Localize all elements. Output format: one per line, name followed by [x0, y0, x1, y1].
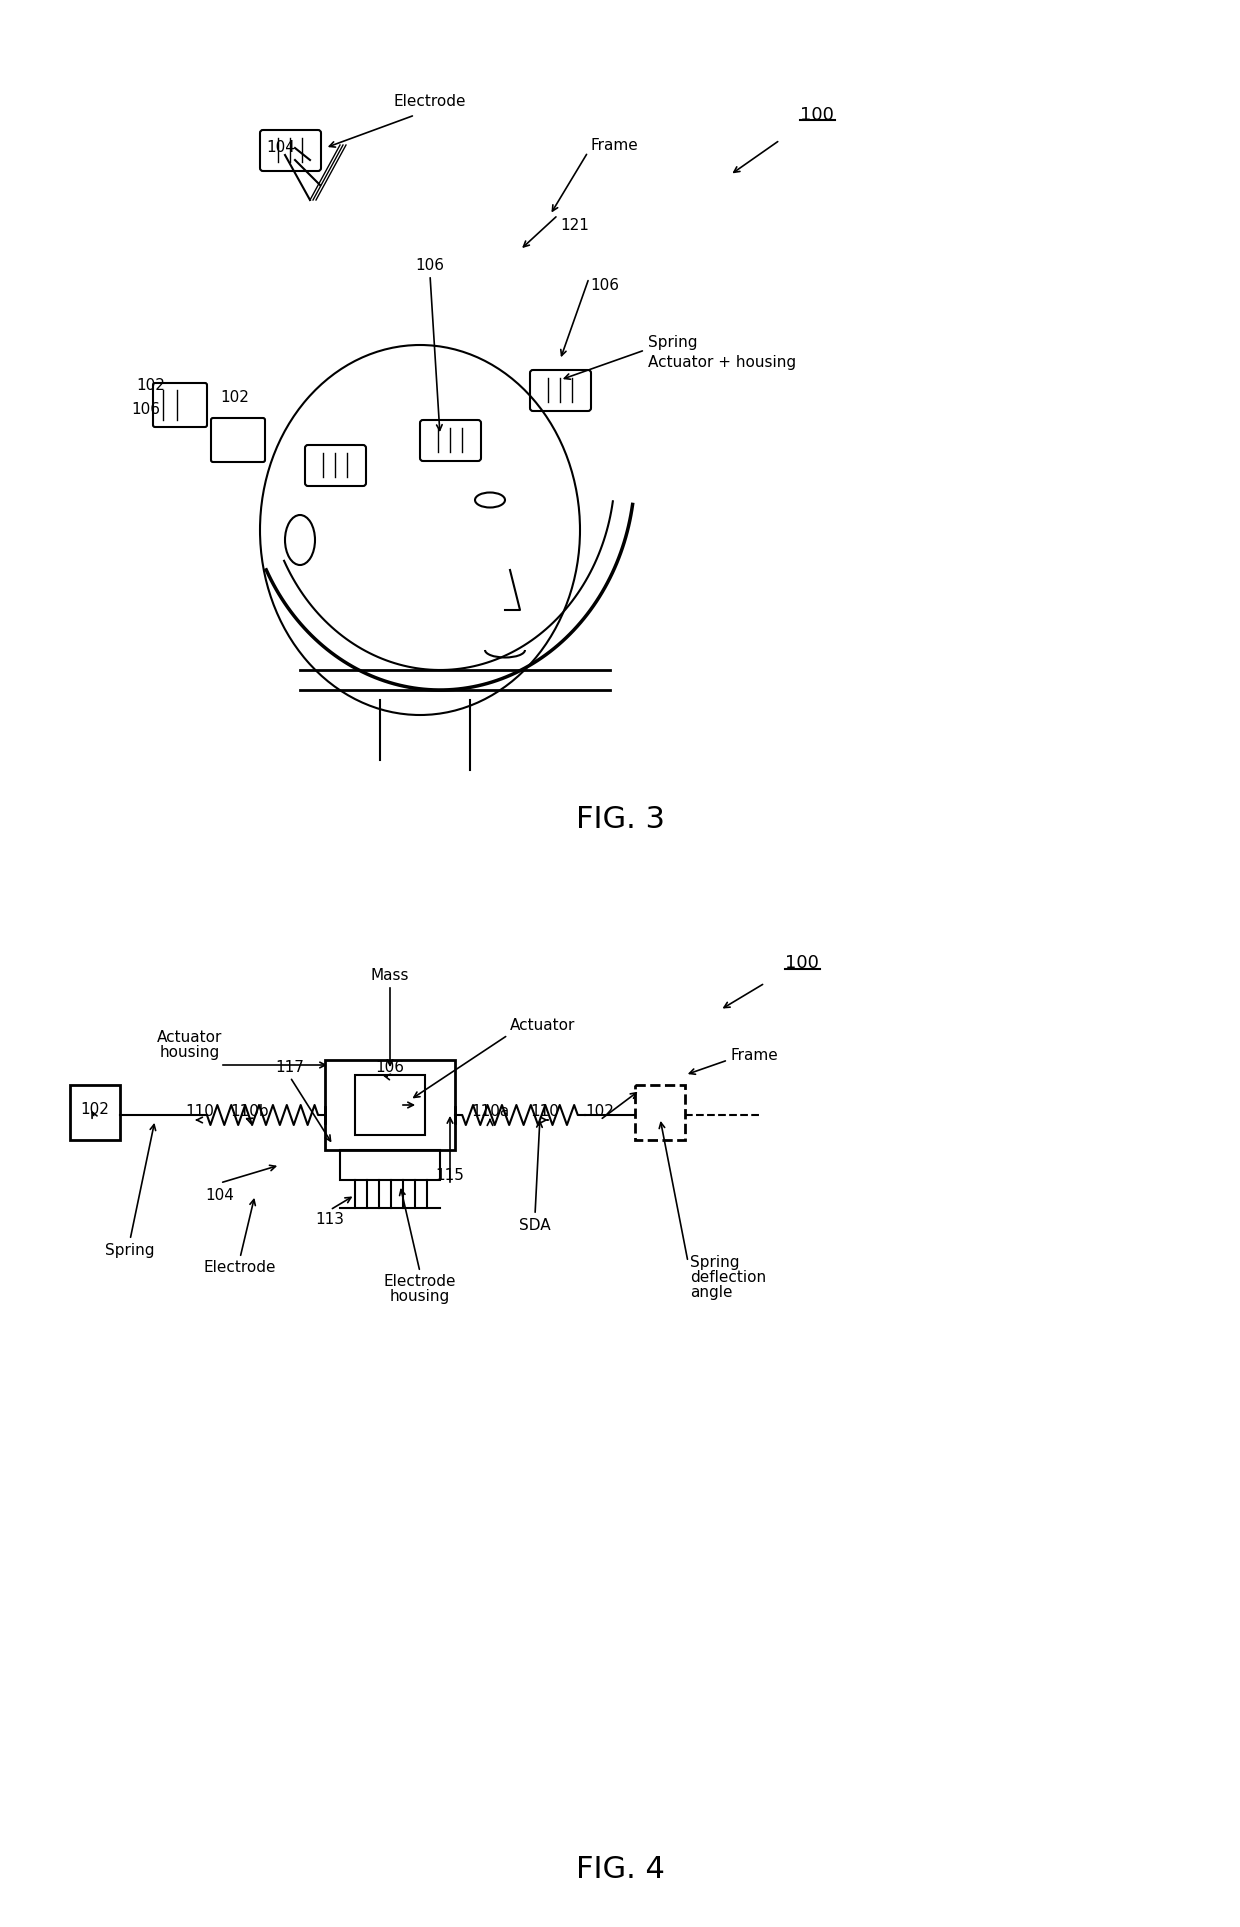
Text: Actuator: Actuator	[157, 1029, 223, 1044]
Text: 106: 106	[376, 1060, 404, 1075]
Bar	[635, 1085, 684, 1141]
Bar	[355, 1075, 425, 1135]
Text: 110: 110	[186, 1104, 215, 1120]
Text: 100: 100	[785, 954, 818, 971]
Bar	[325, 1060, 455, 1150]
Text: SDA: SDA	[520, 1218, 551, 1233]
Text: Frame: Frame	[590, 137, 637, 152]
Text: 102: 102	[585, 1104, 615, 1120]
Text: 102: 102	[81, 1102, 109, 1118]
Text: Actuator + housing: Actuator + housing	[649, 355, 796, 370]
Text: Mass: Mass	[371, 967, 409, 983]
Text: 113: 113	[315, 1212, 345, 1227]
Text: 115: 115	[435, 1168, 465, 1183]
Text: Spring: Spring	[105, 1243, 155, 1258]
Text: Spring: Spring	[689, 1254, 739, 1270]
Text: deflection: deflection	[689, 1270, 766, 1285]
Text: housing: housing	[160, 1044, 221, 1060]
Text: 106: 106	[131, 403, 160, 418]
Text: Actuator: Actuator	[510, 1017, 575, 1033]
Text: 117: 117	[275, 1060, 305, 1075]
Text: 102: 102	[219, 391, 249, 405]
Text: Frame: Frame	[730, 1048, 777, 1062]
Text: 106: 106	[590, 277, 619, 293]
Bar	[340, 1150, 440, 1179]
Text: Electrode: Electrode	[203, 1260, 277, 1276]
Text: 106: 106	[415, 258, 444, 272]
Text: 110: 110	[531, 1104, 559, 1120]
Text: housing: housing	[389, 1289, 450, 1305]
Text: 104: 104	[267, 141, 295, 156]
Text: 102: 102	[136, 378, 165, 393]
Text: Electrode: Electrode	[383, 1274, 456, 1289]
Text: Electrode: Electrode	[394, 94, 466, 110]
Text: 110a: 110a	[471, 1104, 510, 1120]
Text: 121: 121	[560, 218, 589, 233]
Text: 110b: 110b	[231, 1104, 269, 1120]
Bar	[69, 1085, 120, 1141]
Text: 100: 100	[800, 106, 833, 123]
Text: 104: 104	[206, 1187, 234, 1202]
Text: FIG. 4: FIG. 4	[575, 1856, 665, 1885]
Text: Spring: Spring	[649, 335, 697, 349]
Text: FIG. 3: FIG. 3	[575, 805, 665, 834]
Text: angle: angle	[689, 1285, 733, 1299]
